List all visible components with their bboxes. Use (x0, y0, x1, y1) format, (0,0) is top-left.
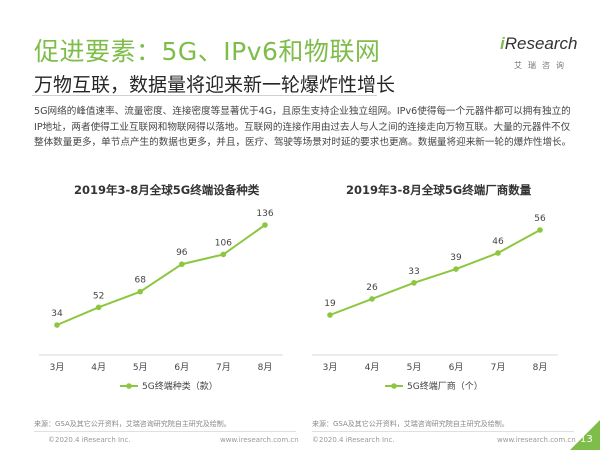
chart-2-data-label: 33 (408, 267, 419, 277)
chart-1-series-line (56, 224, 266, 326)
page-subtitle: 万物互联，数据量将迎来新一轮爆炸性增长 (34, 74, 396, 96)
chart-1-x-tick-label: 5月 (133, 362, 148, 373)
source-note-left: 来源：GSA及其它公开资料，艾瑞咨询研究院自主研究及绘制。 (34, 420, 231, 428)
chart-1-point (179, 261, 185, 268)
footer-rule-right (312, 431, 574, 432)
chart-2-x-tick-label: 4月 (365, 362, 380, 373)
source-note-right: 来源：GSA及其它公开资料，艾瑞咨询研究院自主研究及绘制。 (312, 420, 509, 428)
chart-1-point (262, 222, 268, 228)
body-paragraph: 5G网络的峰值速率、流量密度、连接密度等显著优于4G，且原生支持企业独立组网。I… (34, 106, 572, 149)
footer-rule-left (34, 431, 296, 432)
chart-2-x-tick-label: 3月 (323, 362, 338, 373)
chart-1-data-label: 34 (51, 309, 63, 319)
chart-1-x-tick-label: 4月 (91, 362, 106, 373)
chart-1-legend-swatch-marker (126, 383, 132, 389)
iresearch-logo: iResearch (500, 34, 578, 53)
url-right: www.iresearch.com.cn (497, 436, 576, 444)
chart-1-x-tick-label: 3月 (50, 362, 65, 373)
chart-2-point (411, 280, 417, 286)
chart-1-data-label: 68 (134, 276, 146, 286)
chart-2-x-tick-label: 8月 (533, 362, 548, 373)
url-left: www.iresearch.com.cn (220, 436, 299, 444)
chart-2-x-tick-label: 6月 (449, 362, 464, 373)
corner-decoration (570, 420, 600, 450)
chart-1-data-label: 106 (215, 238, 232, 248)
chart-1-x-tick-label: 8月 (258, 362, 273, 373)
copyright-right: ©2020.4 iResearch Inc. (312, 436, 395, 444)
chart-2-data-label: 26 (366, 283, 378, 293)
chart-2-x-tick-label: 5月 (407, 362, 422, 373)
chart-2-data-label: 46 (492, 237, 504, 247)
chart-1-x-tick-label: 7月 (216, 362, 231, 373)
chart-1-title: 2019年3-8月全球5G终端设备种类 (74, 183, 260, 197)
chart-2-title: 2019年3-8月全球5G终端厂商数量 (346, 183, 532, 197)
chart-2-series-line (329, 229, 541, 316)
chart-2-x-tick-label: 7月 (491, 362, 506, 373)
chart-2-data-label: 19 (324, 299, 336, 309)
chart-2-point (327, 312, 333, 318)
chart-2-data-label: 39 (450, 253, 462, 263)
chart-1-point (137, 288, 143, 295)
chart-1-point (95, 304, 102, 311)
chart-1-x-tick-label: 6月 (174, 362, 189, 373)
chart-2-point (495, 250, 501, 256)
copyright-left: ©2020.4 iResearch Inc. (48, 436, 131, 444)
chart-2-legend-label: 5G终端厂商（个） (407, 380, 483, 392)
chart-2-point (369, 296, 375, 302)
page-number: 13 (580, 434, 593, 445)
logo-subtext: 艾瑞咨询 (514, 61, 570, 70)
chart-1-point (220, 251, 227, 258)
chart-1-data-label: 136 (256, 209, 273, 219)
chart-2-legend-swatch-marker (391, 383, 397, 389)
chart-1-legend-label: 5G终端种类（款） (142, 380, 218, 392)
chart-2-point (453, 266, 459, 272)
chart-2-data-label: 56 (534, 214, 546, 224)
chart-1-data-label: 52 (93, 291, 104, 301)
chart-1-data-label: 96 (176, 248, 188, 258)
title-divider (32, 95, 377, 96)
page-title: 促进要素：5G、IPv6和物联网 (34, 37, 381, 66)
chart-2-point (537, 227, 543, 233)
chart-1-point (54, 322, 60, 328)
